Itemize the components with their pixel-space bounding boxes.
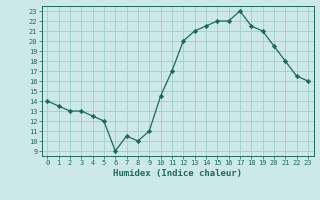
X-axis label: Humidex (Indice chaleur): Humidex (Indice chaleur) [113,169,242,178]
